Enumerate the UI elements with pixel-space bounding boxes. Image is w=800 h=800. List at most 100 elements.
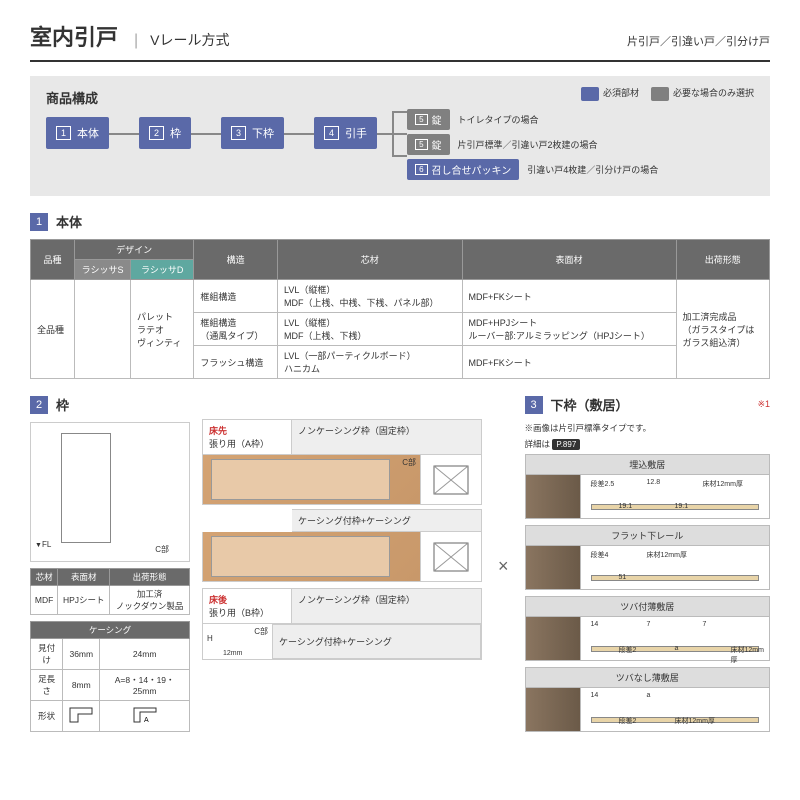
connector <box>109 133 139 135</box>
frame-a-label: 床先張り用（A枠） <box>202 419 292 455</box>
frame-dim-a2 <box>421 532 481 581</box>
sill-dim-label: 段差2 <box>619 716 637 726</box>
sill-dim-label: 14 <box>591 692 599 699</box>
section-3-note2: 詳細は P.897 <box>525 438 770 450</box>
legend-optional-box <box>651 87 669 101</box>
page-header: 室内引戸 | Vレール方式 片引戸／引違い戸／引分け戸 <box>30 20 770 62</box>
td-surface-2: MDF+FKシート <box>462 346 676 379</box>
title-divider: | <box>134 32 138 50</box>
branch-lines <box>377 133 407 180</box>
sill-dim-label: 19.1 <box>619 503 633 510</box>
sill-dim-label: 12.8 <box>647 479 661 486</box>
td-core-2: LVL（一部パーティクルボード） ハニカム <box>278 346 462 379</box>
branch-wrap: 5錠 トイレタイプの場合 5錠 片引戸標準／引違い戸2枚建の場合 6召し合せパッ… <box>377 117 658 180</box>
branch-row-1: 5錠 トイレタイプの場合 <box>407 109 658 130</box>
sill-body: 14段差2a床材12mm厚 <box>525 688 770 732</box>
cpart-label: C部 <box>155 544 169 555</box>
flow-node-2: 2枠 <box>139 117 191 149</box>
branch-node-2: 5錠 <box>407 134 449 155</box>
sill-diagram: 段差2.519.112.819.1床材12mm厚 <box>581 475 769 518</box>
section-1-num: 1 <box>30 213 48 231</box>
branch-node-1: 5錠 <box>407 109 449 130</box>
flow-node-1: 1本体 <box>46 117 109 149</box>
sill-dim-label: 床材12mm厚 <box>703 479 743 489</box>
sill-photo <box>526 546 581 589</box>
flow-diagram: 1本体 2枠 3下枠 4引手 5錠 トイレタイプの場合 5錠 片引戸標準／引違い… <box>46 117 754 180</box>
td-surface-1: MDF+HPJシート ルーバー部:アルミラッピング（HPJシート） <box>462 313 676 346</box>
section-3-star: ※1 <box>757 399 770 410</box>
sill-title: フラット下レール <box>525 525 770 546</box>
spec-table-1: 品種 デザイン 構造 芯材 表面材 出荷形態 ラシッサS ラシッサD 全品種 パ… <box>30 239 770 379</box>
section-2-mid: 床先張り用（A枠） ノンケーシング枠（固定枠） C部 ケーシング付枠+ケーシング… <box>202 395 482 738</box>
page-ref: P.897 <box>552 439 580 450</box>
flow-node-3: 3下枠 <box>221 117 284 149</box>
branch-note-2: 片引戸標準／引違い戸2枚建の場合 <box>458 138 598 151</box>
sill-photo <box>526 688 581 731</box>
th-design: デザイン <box>75 240 194 260</box>
section-3-num: 3 <box>525 396 543 414</box>
frame-group-a: 床先張り用（A枠） ノンケーシング枠（固定枠） C部 ケーシング付枠+ケーシング <box>202 419 482 582</box>
cross-icon: × <box>494 395 513 738</box>
material-table: 芯材表面材出荷形態 MDFHPJシート加工済 ノックダウン製品 <box>30 568 190 615</box>
section-2-left: 2 枠 FL C部 芯材表面材出荷形態 MDFHPJシート加工済 ノックダウン製… <box>30 395 190 738</box>
sill-title: 埋込敷居 <box>525 454 770 475</box>
td-surface-0: MDF+FKシート <box>462 280 676 313</box>
td-designs: パレット ラテオ ヴィンティ <box>131 280 194 379</box>
sill-diagram: 14段差2a床材12mm厚 <box>581 688 769 731</box>
casing-shape-2-icon: A <box>130 704 160 726</box>
sill-item-3: ツバなし薄敷居14段差2a床材12mm厚 <box>525 667 770 732</box>
sill-dim-label: 段差4 <box>591 550 609 560</box>
fl-label: FL <box>35 540 51 549</box>
td-struct-2: フラッシュ構造 <box>194 346 278 379</box>
sill-dim-label: a <box>675 645 679 652</box>
legend: 必須部材 必要な場合のみ選択 <box>581 86 754 101</box>
section-3: 3 下枠（敷居） ※1 ※画像は片引戸標準タイプです。 詳細は P.897 埋込… <box>525 395 770 738</box>
sill-dim-label: 14 <box>591 621 599 628</box>
section-1-head: 1 本体 <box>30 212 770 231</box>
td-d1 <box>75 280 131 379</box>
frame-b-label: 床後張り用（B枠） <box>202 588 292 624</box>
sill-photo <box>526 475 581 518</box>
frame-type-2: ケーシング付枠+ケーシング <box>292 509 482 532</box>
td-ship: 加工済完成品 （ガラスタイプは ガラス組込済） <box>676 280 769 379</box>
sill-dim-label: 床材12mm厚 <box>647 550 687 560</box>
th-surface: 表面材 <box>462 240 676 280</box>
section-2-num: 2 <box>30 396 48 414</box>
page-subtitle: Vレール方式 <box>150 30 229 50</box>
sill-diagram: 14段差27a7床材12mm厚 <box>581 617 769 660</box>
sill-dim-label: 床材12mm厚 <box>675 716 715 726</box>
sill-body: 段差2.519.112.819.1床材12mm厚 <box>525 475 770 519</box>
sill-item-1: フラット下レール段差4 51 床材12mm厚 <box>525 525 770 590</box>
connector <box>284 133 314 135</box>
td-core-0: LVL（縦框） MDF（上桟、中桟、下桟、パネル部） <box>278 280 462 313</box>
branch-row-2: 5錠 片引戸標準／引違い戸2枚建の場合 <box>407 134 658 155</box>
section-3-title: 下枠（敷居） <box>551 395 629 414</box>
sill-body: 段差4 51 床材12mm厚 <box>525 546 770 590</box>
connector <box>191 133 221 135</box>
td-struct-1: 框組構造 （通風タイプ） <box>194 313 278 346</box>
section-3-head: 3 下枠（敷居） ※1 <box>525 395 770 414</box>
frame-photo-a2 <box>203 532 421 581</box>
flow-node-4: 4引手 <box>314 117 377 149</box>
frame-type-1: ノンケーシング枠（固定枠） <box>292 419 482 455</box>
sill-title: ツバ付薄敷居 <box>525 596 770 617</box>
page-title: 室内引戸 <box>30 20 118 52</box>
frame-photo-a1: C部 <box>203 455 421 504</box>
sill-dim-label: 19.1 <box>675 503 689 510</box>
branch-note-1: トイレタイプの場合 <box>458 113 539 126</box>
section-1-title: 本体 <box>56 212 82 231</box>
sill-dim-label: 51 <box>619 574 627 581</box>
branch-note-3: 引違い戸4枚建／引分け戸の場合 <box>527 163 658 176</box>
section-2-head: 2 枠 <box>30 395 190 414</box>
sill-dim-label: 7 <box>647 621 651 628</box>
td-core-1: LVL（縦框） MDF（上桟、下桟） <box>278 313 462 346</box>
frame-b-type-1: ノンケーシング枠（固定枠） <box>292 588 482 624</box>
sill-dim-label: 7 <box>703 621 707 628</box>
th-struct: 構造 <box>194 240 278 280</box>
frame-b-type-2: ケーシング付枠+ケーシング <box>273 624 481 659</box>
sill-diagram: 段差4 51 床材12mm厚 <box>581 546 769 589</box>
door-elevation: FL C部 <box>30 422 190 562</box>
sill-dim-label: 床材12mm厚 <box>731 645 769 665</box>
sill-photo <box>526 617 581 660</box>
legend-required-box <box>581 87 599 101</box>
